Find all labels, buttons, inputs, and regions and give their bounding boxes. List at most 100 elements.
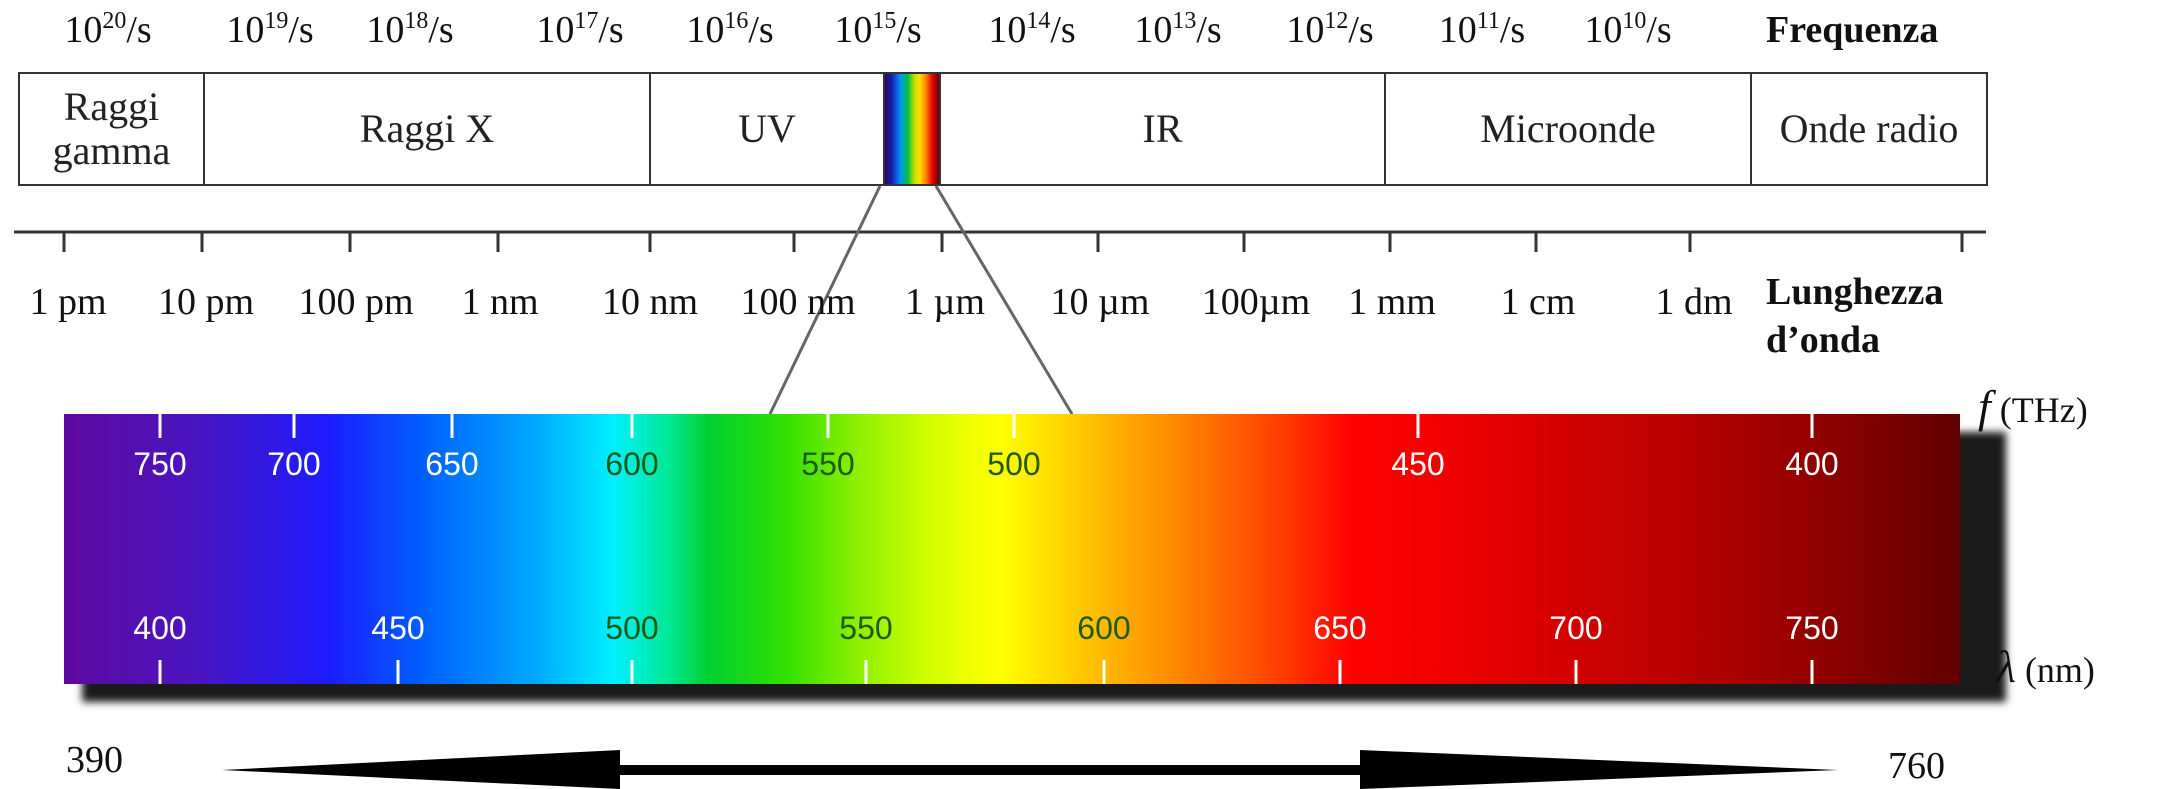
wavelength-header: Lunghezza d’onda [1766,268,1943,364]
frequency-unit: /s [896,9,922,51]
frequency-base: 10 [366,9,405,51]
wavelength-tick-label: 600 [1077,610,1131,646]
frequency-tick-label: 400 [1785,446,1839,482]
double-arrow [222,750,1838,789]
range-arrow [222,750,1838,789]
wavelength-tick [630,660,634,684]
frequency-label: 1012/s [1286,8,1373,52]
wavelength-label: 100 nm [740,281,856,323]
frequency-tick [158,414,162,438]
frequency-header: Frequenza [1766,9,1939,51]
frequency-tick [1416,414,1420,438]
frequency-base: 10 [64,9,103,51]
frequency-tick-label: 550 [801,446,855,482]
frequency-label: 1010/s [1584,8,1671,52]
wavelength-tick [1810,660,1814,684]
frequency-exponent: 12 [1324,8,1349,34]
frequency-tick [450,414,454,438]
wavelength-tick-label: 450 [371,610,425,646]
band-radio: Onde radio [1779,106,1959,151]
frequency-base: 10 [1286,9,1325,51]
frequency-base: 10 [988,9,1027,51]
wavelength-tick [396,660,400,684]
wavelength-tick-label: 400 [133,610,187,646]
frequency-exponent: 19 [264,8,289,34]
wavelength-tick [158,660,162,684]
visible-spectrum-bar: 750 700 650 600 550 500 450 400 400 450 500 550 600 6… [64,414,1960,684]
frequency-exponent: 18 [404,8,429,34]
frequency-unit: /s [126,9,152,51]
wavelength-tick [1102,660,1106,684]
band-uv: UV [651,74,885,184]
frequency-unit: /s [428,9,454,51]
frequency-label: 1018/s [366,8,453,52]
band-xray: Raggi X [205,74,651,184]
frequency-base: 10 [686,9,725,51]
frequency-base: 10 [226,9,265,51]
wavelength-unit: (nm) [2024,650,2095,690]
frequency-label: 1019/s [226,8,313,52]
frequency-symbol: f [1978,381,1991,432]
wavelength-label: 10 nm [601,281,699,323]
frequency-exponent: 15 [872,8,897,34]
band-gamma: Raggi gamma [20,74,205,184]
frequency-exponent: 20 [102,8,127,34]
frequency-label: 1014/s [988,8,1075,52]
frequency-exponent: 14 [1026,8,1051,34]
visible-band-swatch [885,74,941,184]
frequency-unit: /s [1499,9,1526,51]
wavelength-tick [864,660,868,684]
frequency-base: 10 [834,9,873,51]
frequency-tick [1810,414,1814,438]
wavelength-tick-label: 750 [1785,610,1839,646]
wavelength-label: 1 mm [1348,281,1436,323]
wavelength-tick [1574,660,1578,684]
band-table: Raggi gamma Raggi X UV IR Microonde Onde… [18,72,1988,186]
wavelength-tick-label: 500 [605,610,659,646]
frequency-label: 1017/s [536,8,623,52]
band-microwave: Microonde [1386,74,1752,184]
frequency-base: 10 [1134,9,1173,51]
wavelength-label: 10 µm [1050,281,1150,323]
frequency-label: 1016/s [686,8,773,52]
frequency-exponent: 11 [1476,8,1500,34]
frequency-unit: /s [1196,9,1222,51]
frequency-unit: (THz) [1999,390,2088,430]
frequency-unit: /s [598,9,624,51]
frequency-exponent: 10 [1622,8,1647,34]
frequency-label: 1013/s [1134,8,1221,52]
wavelength-label: 100µm [1201,281,1311,323]
wavelength-header-line2: d’onda [1766,319,1881,361]
frequency-tick [1012,414,1016,438]
frequency-label: 1015/s [834,8,921,52]
frequency-label: 1011/s [1439,8,1525,52]
frequency-tick-label: 450 [1391,446,1445,482]
range-end-label: 760 [1888,745,1945,787]
frequency-unit: /s [1348,9,1374,51]
band-ir: IR [941,74,1386,184]
wavelength-ticks [62,232,1964,252]
frequency-unit: /s [748,9,774,51]
frequency-tick-label: 700 [267,446,321,482]
wavelength-tick-label: 650 [1313,610,1367,646]
zoom-line-right [934,185,1074,415]
zoom-line-left [768,185,882,415]
wavelength-label: 1 pm [29,281,107,323]
frequency-exponent: 17 [574,8,599,34]
lambda-symbol: λ [1996,641,2016,692]
wavelength-label: 100 pm [298,281,414,323]
wavelength-header-line1: Lunghezza [1766,271,1944,313]
frequency-label: 1020/s [64,8,151,52]
wavelength-tick-label: 550 [839,610,893,646]
wavelength-label: 1 nm [461,281,539,323]
frequency-tick-label: 500 [987,446,1041,482]
frequency-unit: /s [288,9,314,51]
frequency-base: 10 [1584,9,1623,51]
frequency-unit: /s [1646,9,1672,51]
frequency-tick-label: 650 [425,446,479,482]
frequency-base: 10 [1438,9,1477,51]
frequency-tick [826,414,830,438]
frequency-unit: /s [1050,9,1076,51]
frequency-exponent: 13 [1172,8,1197,34]
